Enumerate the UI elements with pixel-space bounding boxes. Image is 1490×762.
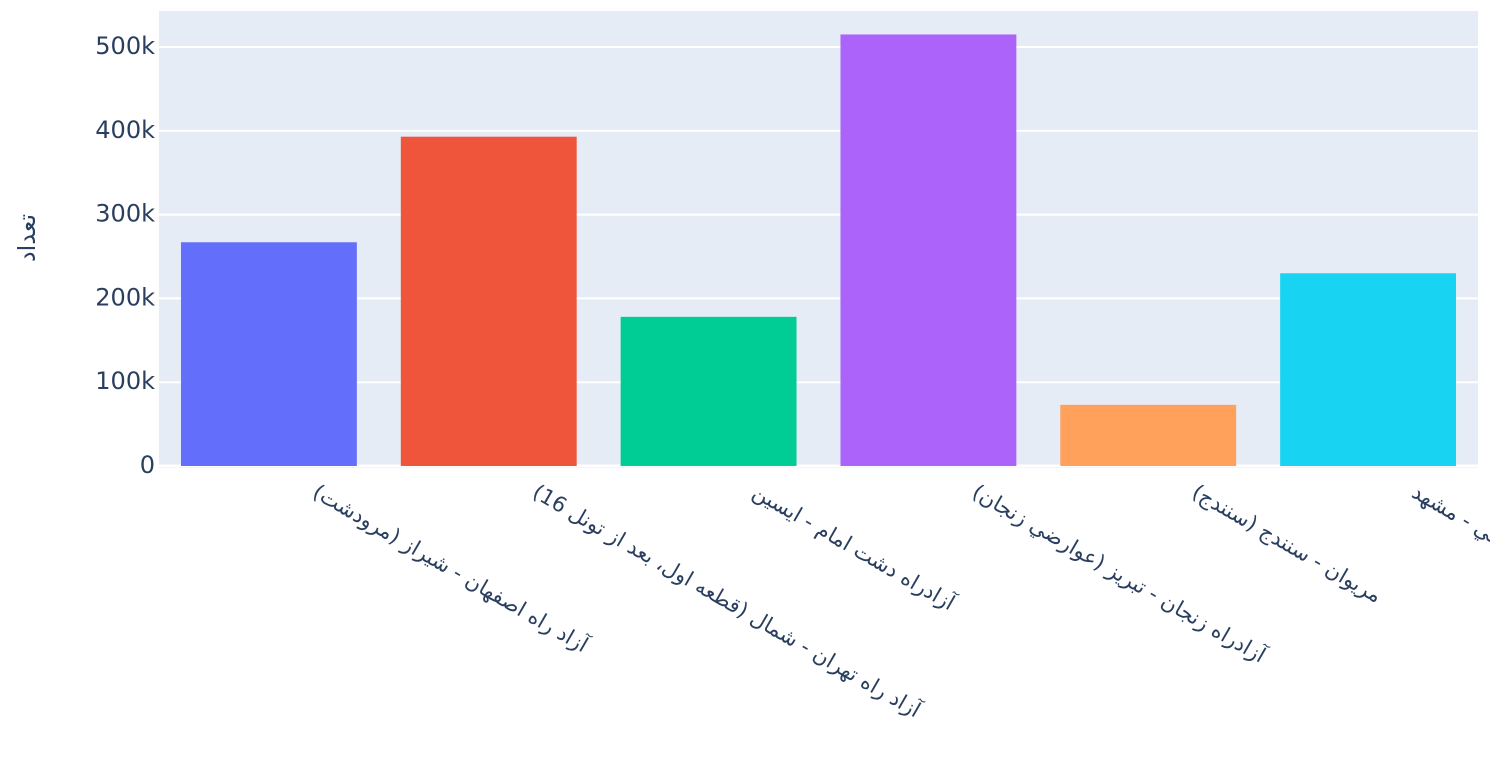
- x-axis-ticks: آزاد راه اصفهان - شیراز (مرودشت)آزاد راه…: [309, 479, 1490, 723]
- x-tick-label: آزاد راه تهران - شمال (قطعه اول، بعد از …: [529, 479, 927, 723]
- bar: [840, 34, 1017, 466]
- bars: [180, 34, 1457, 466]
- bar: [1280, 273, 1457, 466]
- bar: [620, 316, 797, 466]
- y-axis-title: تعداد: [13, 214, 41, 262]
- y-tick-label: 400k: [95, 116, 155, 144]
- y-axis-ticks: 0 100k 200k 300k 400k 500k: [95, 32, 155, 479]
- y-tick-label: 300k: [95, 200, 155, 228]
- gridlines: [159, 46, 1478, 468]
- plot-area: [159, 11, 1478, 468]
- y-tick-label: 500k: [95, 32, 155, 60]
- x-tick-label: مریوان - سنندج (سنندج): [1188, 480, 1386, 609]
- x-tick-label: میامي - مشهد: [1408, 480, 1490, 563]
- x-tick-label: آزادراه دشت امام - ایسین: [748, 479, 960, 616]
- y-tick-label: 200k: [95, 283, 155, 311]
- bar: [1060, 404, 1237, 466]
- bar: [180, 242, 357, 466]
- y-tick-label: 0: [140, 451, 155, 479]
- y-tick-label: 100k: [95, 367, 155, 395]
- bar: [400, 136, 577, 466]
